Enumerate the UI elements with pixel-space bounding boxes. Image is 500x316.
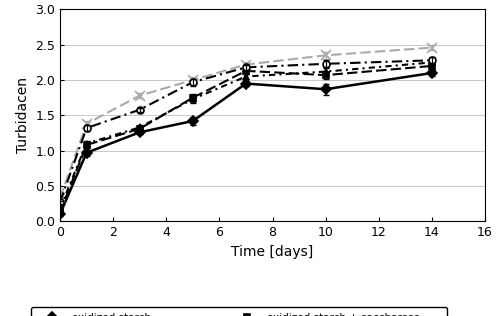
Legend: oxidized starch, oxidized starch + aspartame, oxidized starch + sorbitol, oxidiz: oxidized starch, oxidized starch + aspar… (31, 307, 447, 316)
Y-axis label: Turbidacen: Turbidacen (16, 77, 30, 153)
X-axis label: Time [days]: Time [days] (232, 245, 314, 258)
